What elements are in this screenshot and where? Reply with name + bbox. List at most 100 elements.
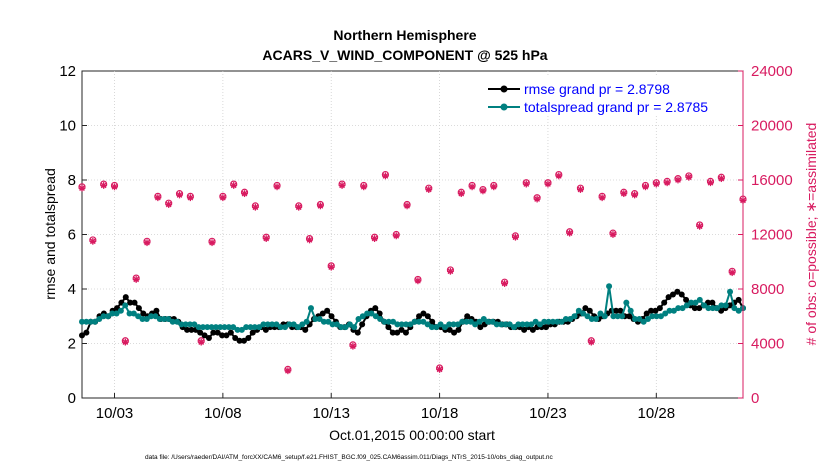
totalspread-marker [670,307,677,314]
totalspread-marker [342,324,349,331]
totalspread-marker [295,324,302,331]
totalspread-marker [640,318,647,325]
rmse-marker [135,305,142,312]
rmse-marker [656,305,663,312]
legend-totalspread-label: totalspread grand pr = 2.8785 [524,99,708,115]
totalspread-marker [437,321,444,328]
rmse-marker [210,329,217,336]
totalspread-marker [597,310,604,317]
x-tick-label: 10/23 [529,405,567,422]
obs-assimilated-marker [100,182,108,189]
obs-assimilated-marker [338,182,346,189]
totalspread-marker [199,324,206,331]
totalspread-marker [549,318,556,325]
totalspread-marker [230,324,237,331]
legend-rmse-label: rmse grand pr = 2.8798 [524,81,670,97]
totalspread-marker [307,305,314,312]
totalspread-marker [424,321,431,328]
totalspread-marker [351,324,358,331]
y-axis-right: 0 4000 8000 12000 16000 20000 24000 [738,63,793,407]
rmse-marker [674,288,681,295]
totalspread-marker [657,313,664,320]
totalspread-marker [372,313,379,320]
obs-assimilated-marker [479,187,487,195]
totalspread-marker [480,315,487,322]
y-right-tick-label: 20000 [751,118,793,135]
totalspread-marker [100,313,107,320]
totalspread-marker [299,321,306,328]
rmse-marker [324,307,331,314]
x-axis-label: Oct.01,2015 00:00:00 start [329,427,495,443]
obs-assimilated-marker [306,236,313,244]
obs-assimilated-marker [273,183,281,191]
rmse-marker [477,324,484,331]
totalspread-marker [182,321,189,328]
rmse-marker [83,329,90,336]
totalspread-marker [251,324,258,331]
rmse-marker [79,332,85,339]
totalspread-marker [666,307,673,314]
totalspread-marker [346,321,353,328]
y-right-tick-label: 16000 [751,172,793,189]
totalspread-marker [727,288,734,295]
totalspread-marker [338,324,345,331]
totalspread-marker [204,324,211,331]
rmse-marker [582,305,589,312]
totalspread-marker [316,315,323,322]
rmse-marker [153,307,160,314]
y-left-tick-label: 6 [68,227,76,244]
rmse-marker [586,307,593,314]
rmse-marker [464,313,471,320]
totalspread-marker [398,321,405,328]
chart-title-line1: Northern Hemisphere [333,27,476,43]
rmse-marker [354,329,361,336]
y-right-tick-label: 12000 [751,227,793,244]
totalspread-marker [394,321,401,328]
obs-assimilated-marker [197,338,205,346]
obs-assimilated-marker [251,203,259,211]
totalspread-marker [273,321,280,328]
totalspread-marker [718,302,725,309]
totalspread-marker [593,315,600,322]
totalspread-marker [143,315,150,322]
totalspread-marker [165,315,172,322]
x-axis: 10/03 10/08 10/13 10/18 10/23 10/28 [96,393,675,422]
totalspread-marker [238,326,245,333]
obs-assimilated-marker [717,175,725,183]
totalspread-marker [83,318,90,325]
grid [82,71,743,398]
totalspread-marker [277,324,284,331]
totalspread-marker [584,313,591,320]
rmse-marker [451,329,458,336]
totalspread-marker [493,321,500,328]
totalspread-marker [545,318,552,325]
obs-assimilated-marker [490,183,498,191]
totalspread-marker [692,299,699,306]
totalspread-marker [433,324,440,331]
y-left-tick-label: 8 [68,172,76,189]
rmse-marker [131,299,138,306]
totalspread-marker [675,305,682,312]
obs-assimilated-marker [262,235,270,242]
totalspread-marker [269,321,276,328]
rmse-marker [669,291,676,298]
totalspread-marker [135,313,142,320]
totalspread-marker [498,321,505,328]
totalspread-marker [532,318,539,325]
obs-assimilated-marker [176,191,183,199]
totalspread-marker [364,310,371,317]
obs-assimilated-marker [609,231,617,238]
obs-assimilated-marker [165,201,173,208]
rmse-marker [735,296,742,303]
totalspread-marker [381,318,388,325]
totalspread-marker [467,318,474,325]
totalspread-marker [631,315,638,322]
rmse-marker [389,329,396,336]
rmse-marker [617,307,624,314]
rmse-marker [402,329,409,336]
totalspread-marker [558,318,565,325]
y-right-tick-label: 4000 [751,336,784,353]
totalspread-marker [722,302,729,309]
totalspread-marker [221,324,228,331]
